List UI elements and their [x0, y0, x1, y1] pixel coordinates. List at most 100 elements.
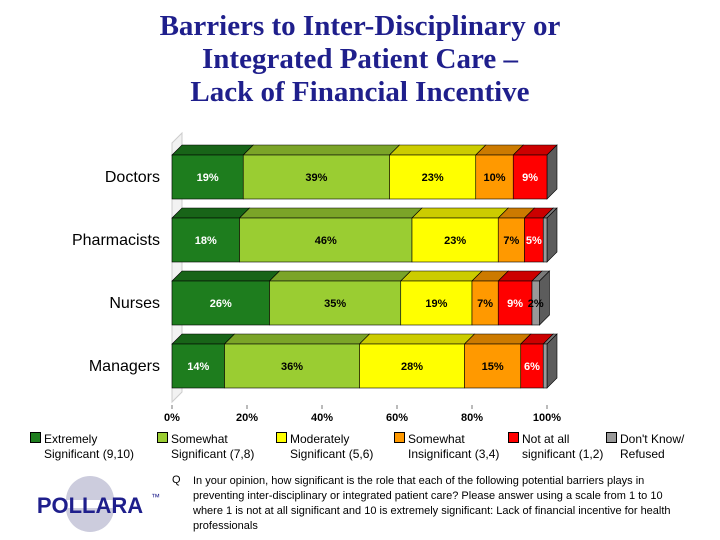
data-label: 9% [507, 298, 523, 310]
category-label-managers: Managers [89, 358, 160, 375]
legend-label: significant (1,2) [522, 447, 604, 461]
data-label: 6% [524, 361, 540, 373]
bar-segment-nurses-moderately-significant-5-6 [400, 280, 473, 326]
data-label: 14% [187, 361, 209, 373]
bar-end-doctors [546, 144, 558, 200]
title-line: Lack of Financial Incentive [190, 76, 530, 108]
data-label: 28% [401, 361, 423, 373]
bar-top-doctors [388, 144, 487, 156]
legend-label: Not at all [522, 432, 570, 446]
legend-label: Somewhat [171, 432, 228, 446]
bar-segment-managers-don-t-know-refused [542, 343, 548, 389]
bar-segment-managers-somewhat-insignificant-3-4 [464, 343, 522, 389]
bar-segment-pharmacists-somewhat-significant-7-8 [239, 217, 413, 263]
bar-segment-managers-extremely-significant-9-10 [171, 343, 225, 389]
data-label: 39% [305, 172, 327, 184]
legend-label: Moderately [290, 432, 350, 446]
bar-top-doctors [242, 144, 401, 156]
bar-segment-nurses-don-t-know-refused [531, 280, 540, 326]
legend-label: Significant (7,8) [171, 447, 255, 461]
x-tick-label: 60% [386, 412, 408, 424]
bar-top-nurses [171, 270, 281, 282]
bar-segment-doctors-not-at-all-significant-1-2 [512, 154, 548, 200]
data-label: 10% [483, 172, 505, 184]
bar-top-nurses [400, 270, 483, 282]
bar-top-nurses [268, 270, 412, 282]
data-label: 18% [195, 235, 217, 247]
pollara-logo: POLLARA ™ [37, 476, 160, 532]
x-tick-label: 0% [164, 412, 180, 424]
bar-end-managers [546, 333, 558, 389]
bar-top-pharmacists [411, 207, 509, 219]
legend-item-not-at-all-significant: Not at all significant (1,2) [508, 432, 603, 462]
x-tick-label: 20% [236, 412, 258, 424]
data-label: 26% [210, 298, 232, 310]
bar-segment-doctors-moderately-significant-5-6 [389, 154, 477, 200]
data-label: 19% [425, 298, 447, 310]
logo-dome [66, 476, 114, 500]
bar-segment-nurses-not-at-all-significant-1-2 [497, 280, 533, 326]
legend-swatch [157, 432, 168, 443]
x-tick-label: 40% [311, 412, 333, 424]
bar-segment-managers-somewhat-significant-7-8 [224, 343, 360, 389]
chart-title: Barriers to Inter-Disciplinary or Integr… [60, 10, 660, 109]
bar-segment-pharmacists-moderately-significant-5-6 [411, 217, 499, 263]
data-label: 9% [522, 172, 538, 184]
x-tick-label: 80% [461, 412, 483, 424]
data-label: 19% [197, 172, 219, 184]
legend-item-somewhat-insignificant: Somewhat Insignificant (3,4) [394, 432, 499, 462]
data-label: 7% [503, 235, 519, 247]
data-label: 23% [422, 172, 444, 184]
bar-top-pharmacists [238, 207, 423, 219]
legend-label: Significant (9,10) [44, 447, 135, 461]
title-line: Barriers to Inter-Disciplinary or [159, 10, 561, 42]
data-label: 46% [315, 235, 337, 247]
legend-label: Significant (5,6) [290, 447, 374, 461]
data-label: 36% [281, 361, 303, 373]
bar-segment-doctors-extremely-significant-9-10 [171, 154, 244, 200]
legend-item-dont-know: Don't Know/ Refused [606, 432, 684, 462]
legend-label: Extremely [44, 432, 98, 446]
data-label: 2% [528, 298, 544, 310]
bar-top-managers [358, 333, 476, 345]
bar-segment-nurses-somewhat-insignificant-3-4 [471, 280, 499, 326]
category-label-pharmacists: Pharmacists [72, 232, 160, 249]
bar-top-managers [171, 333, 236, 345]
bar-end-pharmacists [546, 207, 558, 263]
bar-top-managers [463, 333, 532, 345]
legend-swatch [606, 432, 617, 443]
legend-label: Don't Know/ [620, 432, 685, 446]
legend-label: Refused [620, 447, 665, 461]
data-label: 15% [482, 361, 504, 373]
data-label: 7% [477, 298, 493, 310]
bar-top-pharmacists [171, 207, 251, 219]
bar-segment-doctors-somewhat-significant-7-8 [242, 154, 390, 200]
bar-segment-nurses-extremely-significant-9-10 [171, 280, 270, 326]
bar-top-doctors [171, 144, 254, 156]
data-label: 5% [526, 235, 542, 247]
category-label-nurses: Nurses [109, 295, 160, 312]
stacked-bar-chart: 19% 39% 23% 10% 9% Doctors 18% 46% 23% 7% 5% Pharma… [72, 131, 561, 424]
logo-trademark: ™ [151, 492, 160, 502]
question-text: In your opinion, how significant is the … [193, 475, 671, 532]
legend-swatch [276, 432, 287, 443]
logo-dome-bottom [66, 508, 114, 532]
legend-swatch [508, 432, 519, 443]
category-label-doctors: Doctors [105, 169, 160, 186]
bar-top-managers [223, 333, 371, 345]
legend-item-extremely-significant: Extremely Significant (9,10) [30, 432, 134, 462]
logo-wordmark: POLLARA [37, 493, 143, 518]
bar-segment-pharmacists-extremely-significant-9-10 [171, 217, 240, 263]
legend-label: Somewhat [408, 432, 465, 446]
legend-label: Insignificant (3,4) [408, 447, 500, 461]
question-marker: Q [172, 474, 181, 486]
bar-segment-managers-moderately-significant-5-6 [359, 343, 465, 389]
legend-item-somewhat-significant: Somewhat Significant (7,8) [157, 432, 254, 462]
bar-segment-pharmacists-don-t-know-refused [542, 217, 548, 263]
data-label: 35% [324, 298, 346, 310]
legend-swatch [394, 432, 405, 443]
title-line: Integrated Patient Care – [202, 43, 518, 75]
legend-item-moderately-significant: Moderately Significant (5,6) [276, 432, 373, 462]
data-label: 23% [444, 235, 466, 247]
legend-swatch [30, 432, 41, 443]
